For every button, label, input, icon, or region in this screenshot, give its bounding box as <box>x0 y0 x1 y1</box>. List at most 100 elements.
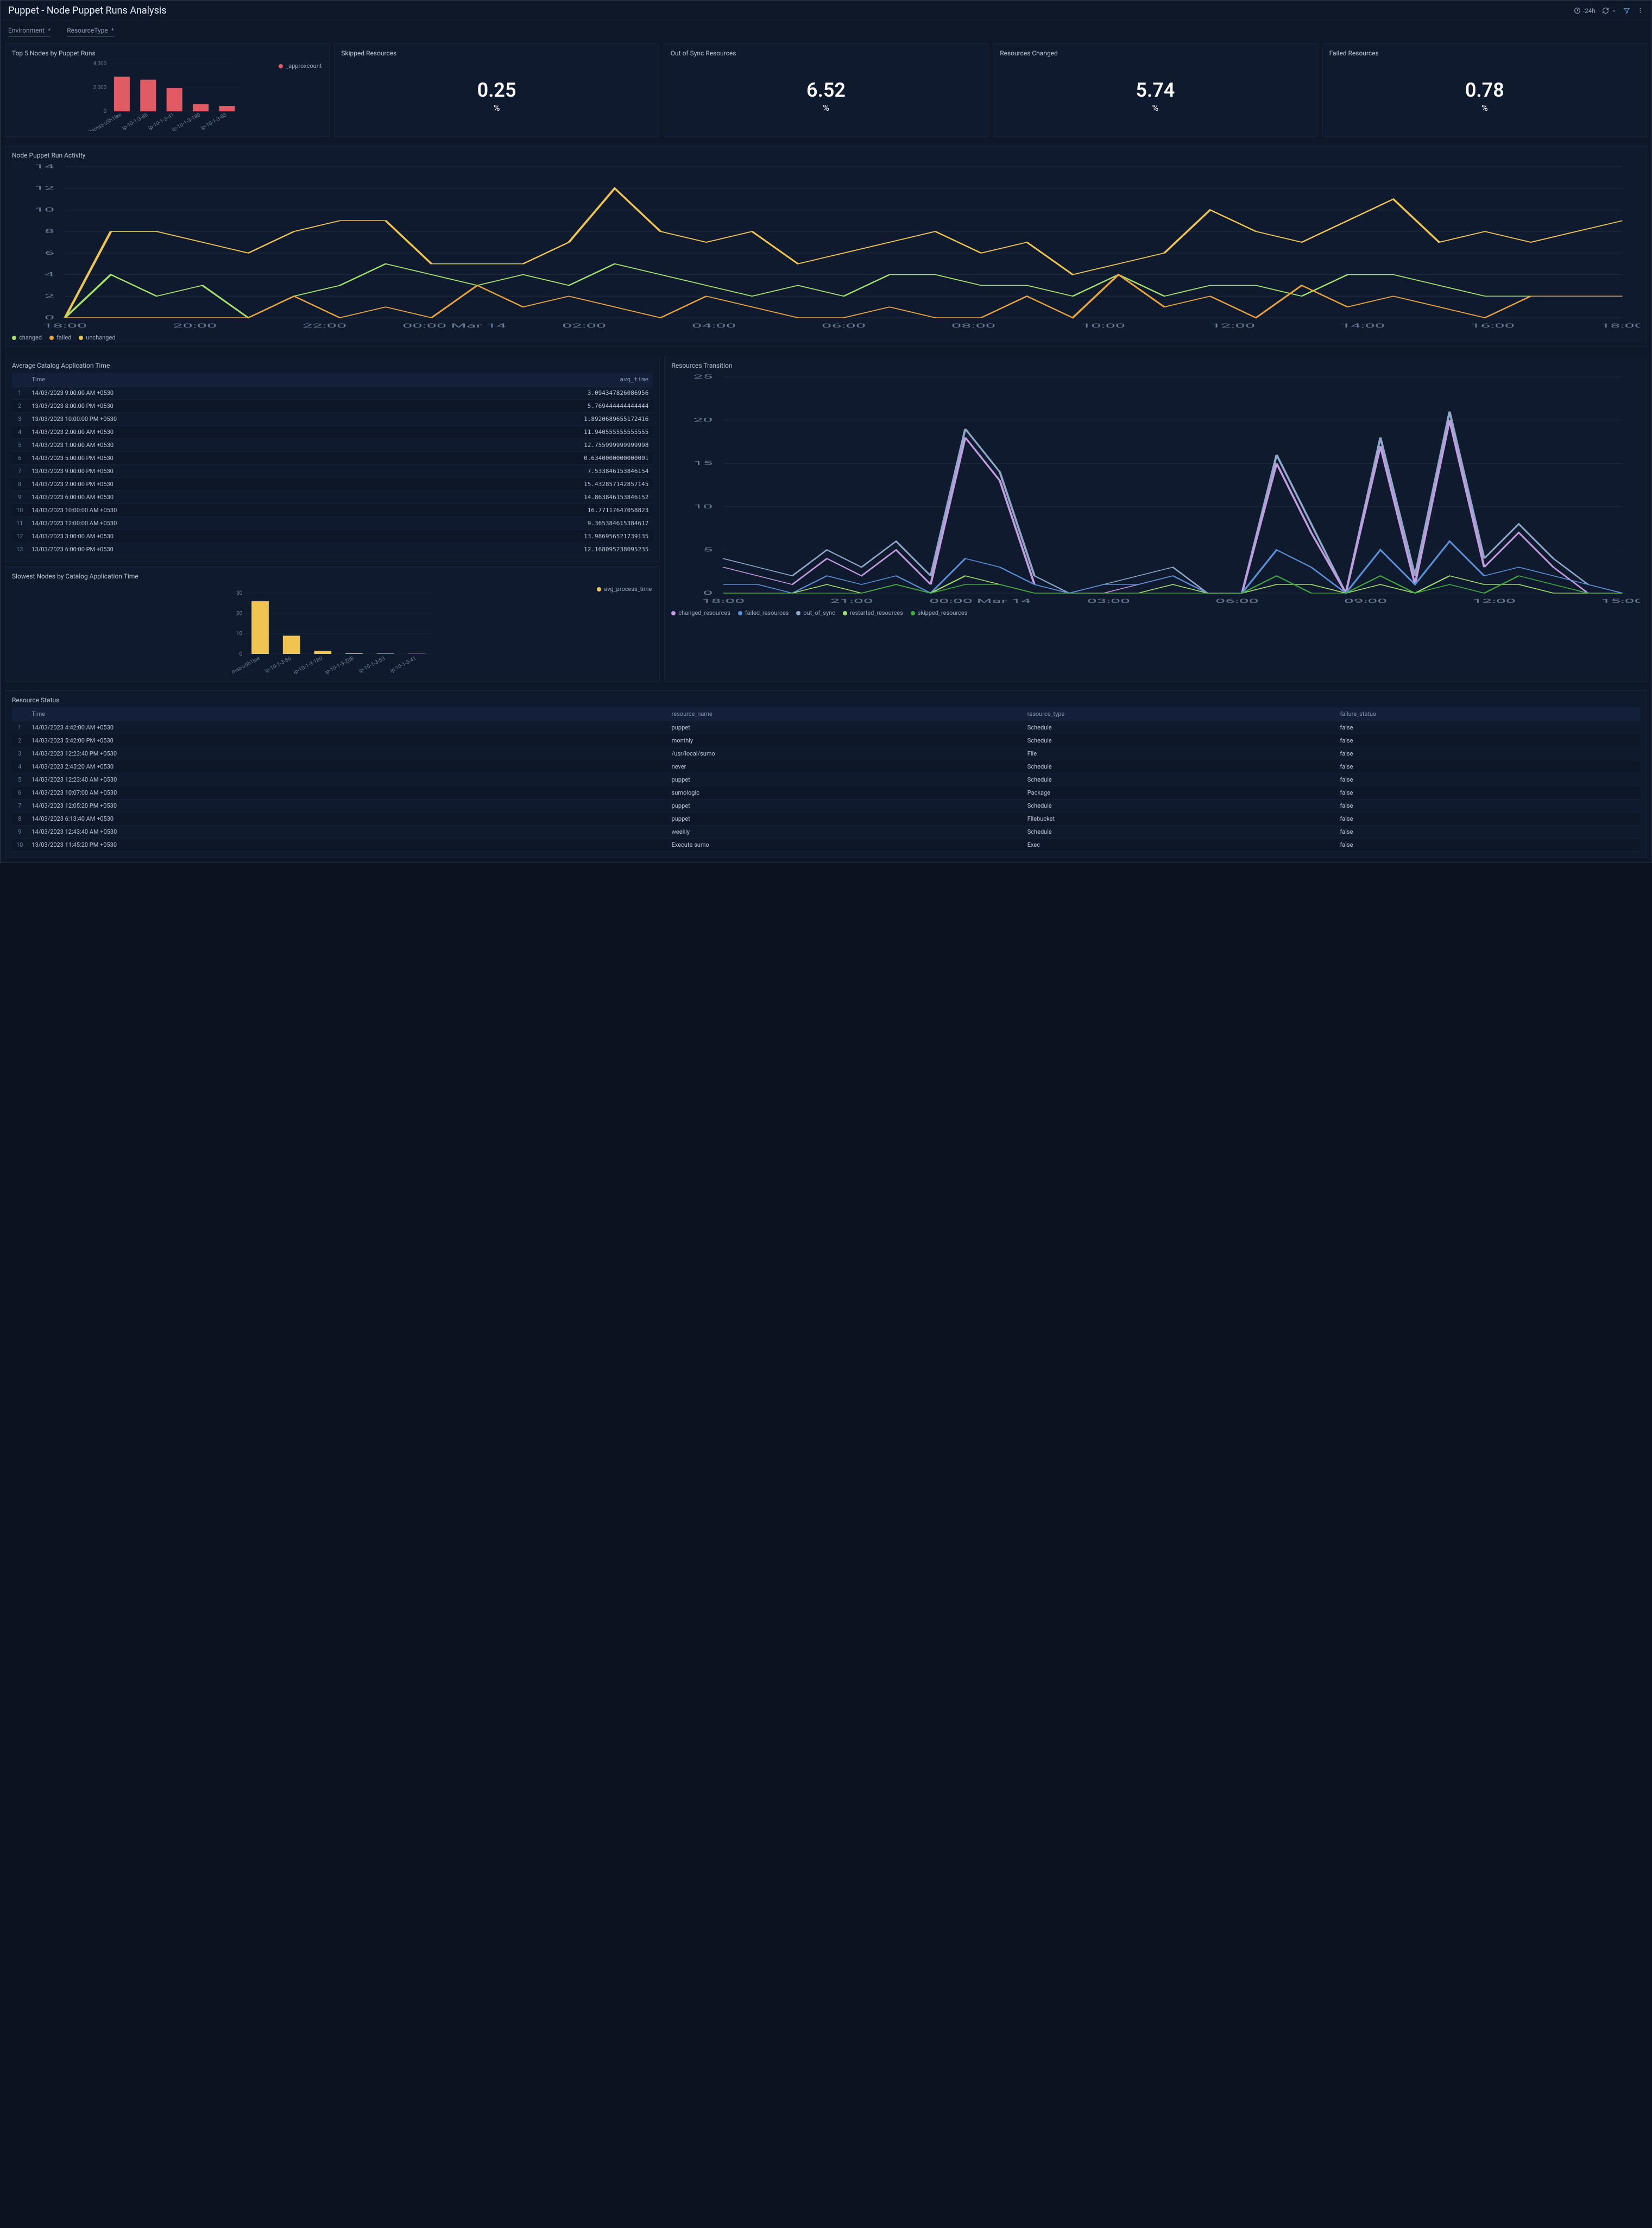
table-row[interactable]: 314/03/2023 12:23:40 PM +0530/usr/local/… <box>12 747 1640 760</box>
table-row[interactable]: 114/03/2023 4:42:00 AM +0530puppetSchedu… <box>12 721 1640 734</box>
panel-title: Resources Transition <box>671 362 1640 369</box>
svg-text:10: 10 <box>236 631 243 637</box>
svg-text:00:00 Mar 14: 00:00 Mar 14 <box>402 323 506 329</box>
filter-label: ResourceType <box>67 27 108 34</box>
svg-text:ip-10-1-3-41: ip-10-1-3-41 <box>389 656 418 675</box>
svg-text:20: 20 <box>236 611 243 616</box>
table-row[interactable]: 514/03/2023 12:23:40 AM +0530puppetSched… <box>12 773 1640 786</box>
svg-text:20:00: 20:00 <box>173 323 217 329</box>
svg-text:14: 14 <box>35 163 55 170</box>
legend-label: _approxcount <box>286 62 321 70</box>
svg-text:0: 0 <box>703 590 713 596</box>
legend-dot <box>279 64 283 68</box>
panel-title: Failed Resources <box>1329 49 1640 57</box>
column-header[interactable]: avg_time <box>379 373 653 387</box>
table-row[interactable]: 1313/03/2023 6:00:00 PM +053012.16809523… <box>12 543 653 556</box>
svg-text:09:00: 09:00 <box>1344 598 1387 605</box>
table-row[interactable]: 114/03/2023 9:00:00 AM +05303.0943478260… <box>12 387 653 400</box>
table-row[interactable]: 414/03/2023 2:00:00 AM +053011.940555555… <box>12 426 653 439</box>
panel-transition: Resources Transition 051015202518:0021:0… <box>664 356 1647 682</box>
legend-dot <box>738 611 742 615</box>
line-chart: 051015202518:0021:0000:00 Mar 1403:0006:… <box>671 373 1640 606</box>
svg-text:8: 8 <box>45 228 54 235</box>
legend-label: failed <box>56 334 71 341</box>
panel-title: Resources Changed <box>1000 49 1310 57</box>
table-row[interactable]: 1013/03/2023 11:45:20 PM +0530Execute su… <box>12 839 1640 852</box>
kpi-unit: % <box>494 103 500 113</box>
column-header[interactable]: Time <box>27 707 667 721</box>
kpi-value: 5.74 <box>1136 79 1175 102</box>
table-row[interactable]: 814/03/2023 2:00:00 PM +053015.432857142… <box>12 478 653 491</box>
filter-value: * <box>48 27 51 34</box>
more-vertical-icon <box>1637 7 1644 14</box>
table-row[interactable]: 1014/03/2023 10:00:00 AM +053016.7711764… <box>12 504 653 517</box>
svg-text:06:00: 06:00 <box>1216 598 1259 605</box>
legend-item[interactable]: changed <box>12 334 42 341</box>
svg-text:0: 0 <box>239 651 243 657</box>
column-header[interactable]: failure_status <box>1335 707 1640 721</box>
panel-title: Skipped Resources <box>341 49 652 57</box>
svg-text:14:00: 14:00 <box>1341 323 1385 329</box>
page-title: Puppet - Node Puppet Runs Analysis <box>8 5 167 16</box>
legend-dot <box>843 611 847 615</box>
legend-item[interactable]: unchanged <box>79 334 115 341</box>
table-row[interactable]: 414/03/2023 2:45:20 AM +0530neverSchedul… <box>12 760 1640 773</box>
column-header[interactable]: resource_type <box>1023 707 1336 721</box>
legend-dot <box>79 336 83 340</box>
legend-item[interactable]: failed <box>49 334 71 341</box>
table-row[interactable]: 514/03/2023 1:00:00 AM +053012.755999999… <box>12 439 653 452</box>
legend-item[interactable]: skipped_resources <box>911 609 968 616</box>
svg-text:ip-10-1-3-208: ip-10-1-3-208 <box>324 656 355 676</box>
filter-environment[interactable]: Environment * <box>8 27 51 37</box>
filter-button[interactable] <box>1623 7 1630 14</box>
refresh-button[interactable] <box>1602 7 1617 14</box>
svg-text:2,000: 2,000 <box>93 85 107 91</box>
legend-item[interactable]: changed_resources <box>671 609 730 616</box>
table-row[interactable]: 713/03/2023 9:00:00 PM +05307.5338461538… <box>12 465 653 478</box>
table-row[interactable]: 614/03/2023 5:00:00 PM +05300.6340000000… <box>12 452 653 465</box>
filter-value: * <box>111 27 114 34</box>
table-row[interactable]: 313/03/2023 10:00:00 PM +05301.892068965… <box>12 413 653 426</box>
table-row[interactable]: 714/03/2023 12:05:20 PM +0530puppetSched… <box>12 800 1640 813</box>
svg-text:02:00: 02:00 <box>562 323 606 329</box>
more-button[interactable] <box>1637 7 1644 14</box>
svg-text:2: 2 <box>45 293 54 299</box>
time-range-picker[interactable]: -24h <box>1574 7 1596 15</box>
svg-text:04:00: 04:00 <box>692 323 736 329</box>
svg-text:4,000: 4,000 <box>93 61 107 67</box>
legend-item: _approxcount <box>279 62 321 70</box>
legend-dot <box>12 336 16 340</box>
panel-title: Node Puppet Run Activity <box>12 152 1640 159</box>
svg-text:4: 4 <box>45 271 54 278</box>
table-row[interactable]: 213/03/2023 8:00:00 PM +05305.7694444444… <box>12 400 653 413</box>
svg-text:08:00: 08:00 <box>951 323 995 329</box>
table-row[interactable]: 214/03/2023 5:42:00 PM +0530monthlySched… <box>12 734 1640 747</box>
kpi-unit: % <box>823 103 829 113</box>
table-row[interactable]: 614/03/2023 10:07:00 AM +0530sumologicPa… <box>12 786 1640 800</box>
svg-text:ip-10-1-3-86: ip-10-1-3-86 <box>264 656 292 675</box>
column-header[interactable]: resource_name <box>667 707 1023 721</box>
table-row[interactable]: 914/03/2023 6:00:00 AM +053014.863846153… <box>12 491 653 504</box>
legend-dot <box>49 336 54 340</box>
svg-text:25: 25 <box>693 374 713 380</box>
svg-text:18:00: 18:00 <box>1600 323 1640 329</box>
table-row[interactable]: 814/03/2023 6:13:40 AM +0530puppetFilebu… <box>12 813 1640 826</box>
legend-item[interactable]: out_of_sync <box>796 609 835 616</box>
legend-dot <box>597 587 601 591</box>
panel-title: Resource Status <box>12 696 1640 704</box>
panel-title: Slowest Nodes by Catalog Application Tim… <box>12 572 653 580</box>
panel-avg-catalog: Average Catalog Application Time Time av… <box>5 356 660 562</box>
table-row[interactable]: 914/03/2023 12:43:40 AM +0530weeklySched… <box>12 826 1640 839</box>
svg-text:18:00: 18:00 <box>702 598 745 605</box>
data-table: Time avg_time 114/03/2023 9:00:00 AM +05… <box>12 373 653 556</box>
filter-resourcetype[interactable]: ResourceType * <box>67 27 114 37</box>
panel-title: Top 5 Nodes by Puppet Runs <box>12 49 323 57</box>
table-row[interactable]: 1214/03/2023 3:00:00 AM +053013.98695652… <box>12 530 653 543</box>
table-row[interactable]: 1114/03/2023 12:00:00 AM +05309.36538461… <box>12 517 653 530</box>
legend-item[interactable]: restarted_resources <box>843 609 903 616</box>
chevron-down-icon <box>1611 8 1617 14</box>
panel-kpi-changed: Resources Changed 5.74 % <box>993 43 1317 137</box>
column-header[interactable]: Time <box>27 373 378 387</box>
svg-text:12:00: 12:00 <box>1473 598 1516 605</box>
legend-item[interactable]: failed_resources <box>738 609 789 616</box>
